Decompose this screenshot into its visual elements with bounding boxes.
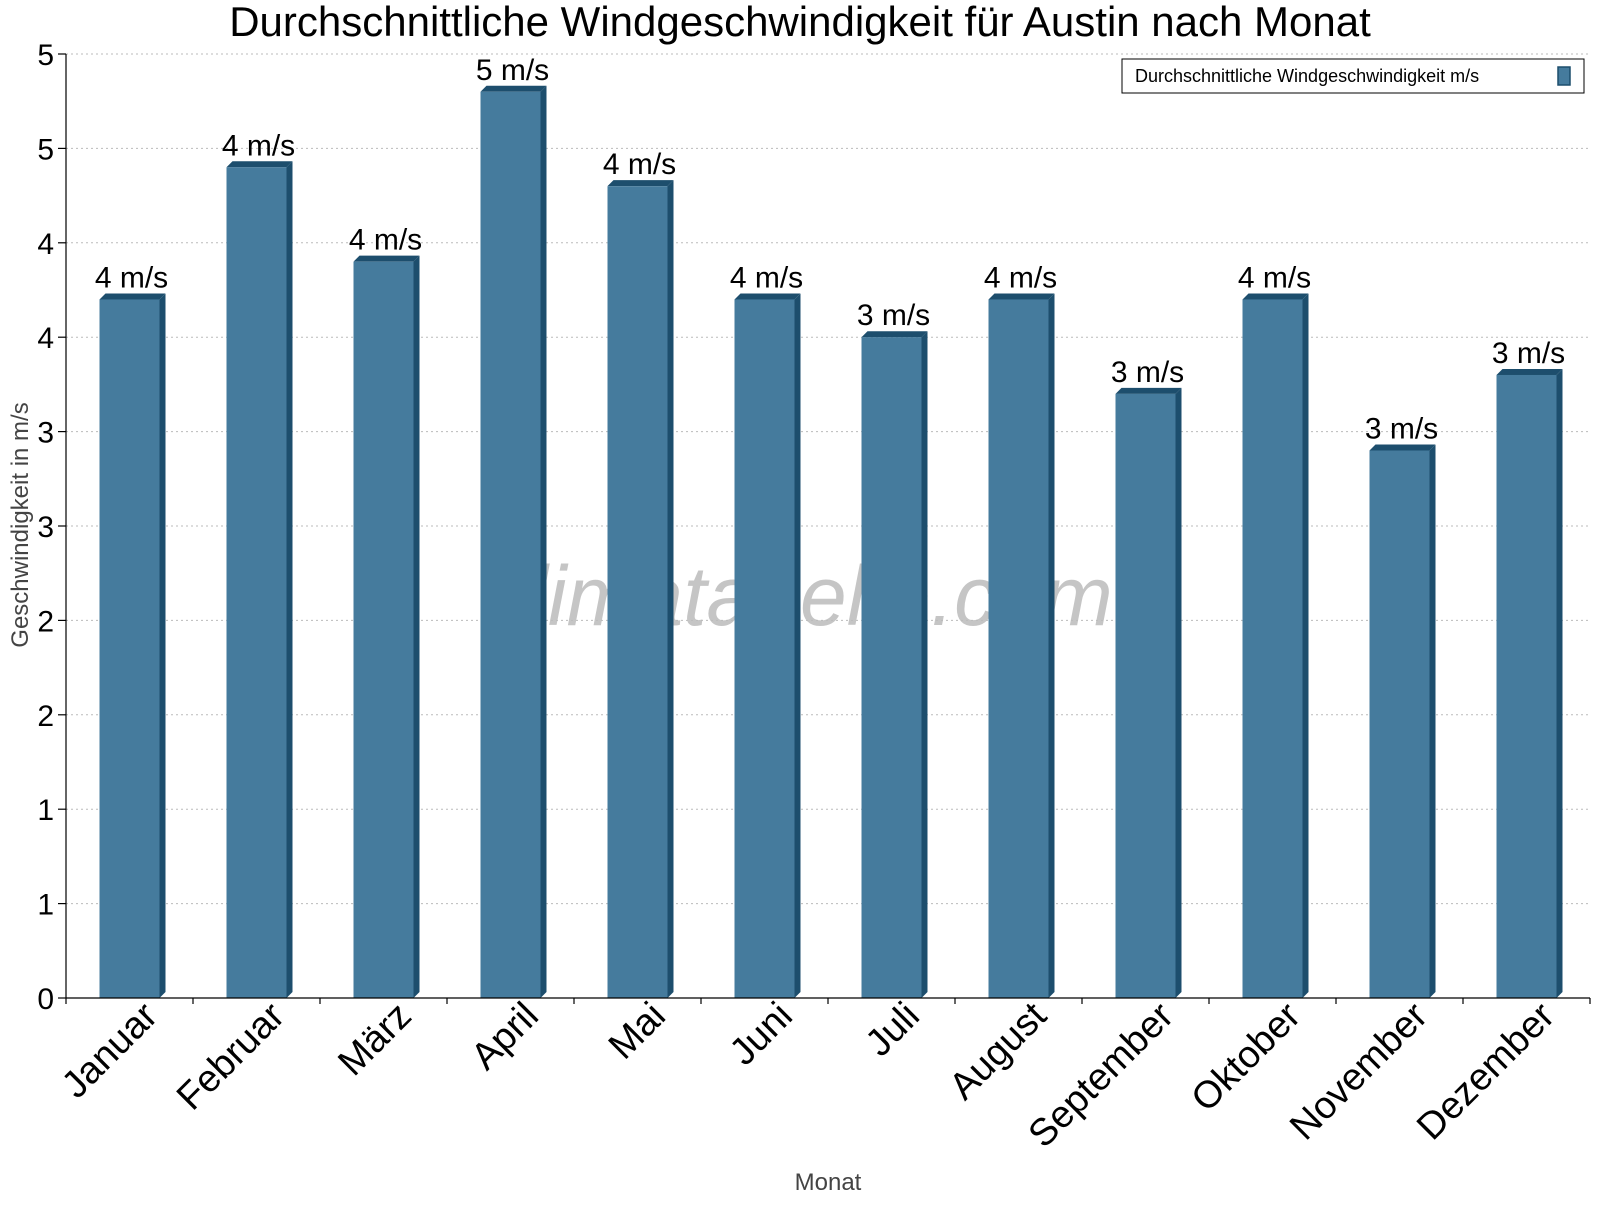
x-tick-label: Juli <box>858 995 928 1065</box>
legend-box <box>1121 58 1585 94</box>
bar-märz <box>353 255 420 998</box>
y-tick-label: 3 <box>37 417 54 450</box>
bar-top <box>226 161 293 168</box>
y-tick-label: 5 <box>37 39 54 72</box>
bar <box>1115 393 1176 999</box>
data-label: 3 m/s <box>1492 337 1565 370</box>
bar-august <box>988 293 1055 998</box>
data-label: 3 m/s <box>857 299 930 332</box>
data-label: 4 m/s <box>95 261 168 294</box>
y-tick-label: 3 <box>37 511 54 544</box>
bar-side <box>159 293 166 998</box>
bar-side <box>1302 293 1309 998</box>
bar <box>988 299 1049 998</box>
bar-side <box>1556 368 1563 999</box>
data-label: 4 m/s <box>349 224 422 257</box>
bar-top <box>99 293 166 300</box>
bar <box>861 337 922 998</box>
y-tick-label: 4 <box>37 228 54 261</box>
bar-side <box>1429 444 1436 999</box>
data-label: 3 m/s <box>1365 412 1438 445</box>
bars <box>99 85 1563 999</box>
data-label: 4 m/s <box>222 129 295 162</box>
x-tick-label: Oktober <box>1184 994 1310 1120</box>
bar-side <box>667 180 674 998</box>
bar <box>480 91 541 998</box>
y-tick-label: 5 <box>37 133 54 166</box>
bar-side <box>286 161 293 998</box>
bar <box>1369 450 1430 999</box>
bar-juni <box>734 293 801 998</box>
x-tick-label: Dezember <box>1409 994 1563 1148</box>
y-tick-label: 4 <box>37 322 54 355</box>
chart-title: Durchschnittliche Windgeschwindigkeit fü… <box>229 0 1371 45</box>
bar-april <box>480 85 547 998</box>
x-axis-label: Monat <box>795 1169 862 1196</box>
x-tick-label: März <box>330 995 419 1084</box>
bar-top <box>988 293 1055 300</box>
x-tick-label: November <box>1282 994 1436 1148</box>
x-tick-label: Juni <box>722 995 801 1074</box>
y-tick-label: 1 <box>37 794 54 827</box>
bar-top <box>1496 368 1563 375</box>
data-label: 4 m/s <box>1238 261 1311 294</box>
legend-swatch <box>1557 66 1571 86</box>
bar <box>99 299 160 998</box>
bar-top <box>1242 293 1309 300</box>
bar-januar <box>99 293 166 998</box>
bar-top <box>1369 444 1436 451</box>
bar <box>1242 299 1303 998</box>
bar-side <box>921 331 928 998</box>
gridlines <box>66 53 1590 905</box>
bar-top <box>861 331 928 338</box>
bar <box>1496 374 1557 999</box>
bar-dezember <box>1496 368 1563 999</box>
x-tick-label: August <box>942 994 1056 1108</box>
bar-top <box>1115 387 1182 394</box>
bar <box>226 167 287 998</box>
data-label: 5 m/s <box>476 54 549 87</box>
data-label: 4 m/s <box>984 261 1057 294</box>
bar-top <box>607 180 674 187</box>
bar-november <box>1369 444 1436 999</box>
bar <box>607 186 668 998</box>
data-labels: 4 m/s 4 m/s 4 m/s 5 m/s 4 m/s 4 m/s 3 m/s 4 m/s… <box>95 54 1565 446</box>
bar-juli <box>861 331 928 998</box>
bar-top <box>734 293 801 300</box>
data-label: 4 m/s <box>730 261 803 294</box>
bar-oktober <box>1242 293 1309 998</box>
x-tick-label: Mai <box>601 995 674 1068</box>
y-axis-label: Geschwindigkeit in m/s <box>7 402 34 647</box>
legend: Durchschnittliche Windgeschwindigkeit m/… <box>1121 58 1585 94</box>
bar-side <box>794 293 801 998</box>
bar-side <box>540 85 547 998</box>
bar-mai <box>607 180 674 998</box>
y-tick-label: 2 <box>37 605 54 638</box>
data-label: 4 m/s <box>603 148 676 181</box>
data-label: 3 m/s <box>1111 356 1184 389</box>
bar-side <box>413 255 420 998</box>
x-tick-label: April <box>463 995 546 1078</box>
bar-top <box>480 85 547 92</box>
bar-februar <box>226 161 293 998</box>
y-tick-label: 2 <box>37 700 54 733</box>
bar-september <box>1115 387 1182 999</box>
bar-top <box>353 255 420 262</box>
bar-side <box>1175 387 1182 999</box>
y-tick-label: 0 <box>37 983 54 1016</box>
bar <box>353 261 414 998</box>
x-tick-label: Januar <box>54 994 166 1106</box>
x-tick-label: Februar <box>169 994 293 1118</box>
legend-label: Durchschnittliche Windgeschwindigkeit m/… <box>1135 66 1479 86</box>
bar-side <box>1048 293 1055 998</box>
bar <box>734 299 795 998</box>
y-tick-label: 1 <box>37 889 54 922</box>
